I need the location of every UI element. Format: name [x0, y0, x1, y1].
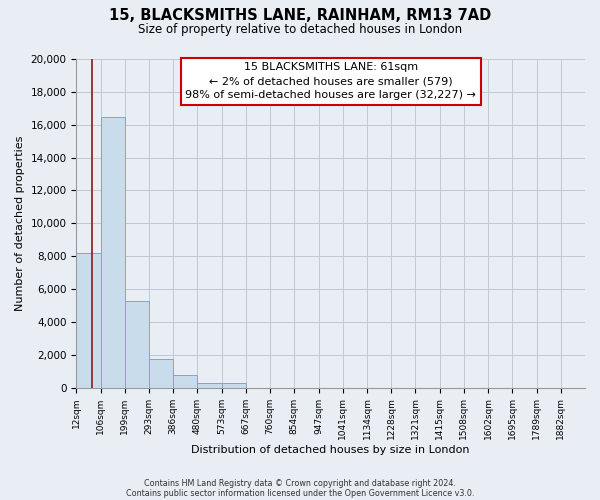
Text: Contains public sector information licensed under the Open Government Licence v3: Contains public sector information licen… — [126, 488, 474, 498]
Bar — [125, 300, 149, 388]
Text: 15 BLACKSMITHS LANE: 61sqm
← 2% of detached houses are smaller (579)
98% of semi: 15 BLACKSMITHS LANE: 61sqm ← 2% of detac… — [185, 62, 476, 100]
Text: Contains HM Land Registry data © Crown copyright and database right 2024.: Contains HM Land Registry data © Crown c… — [144, 478, 456, 488]
Text: 15, BLACKSMITHS LANE, RAINHAM, RM13 7AD: 15, BLACKSMITHS LANE, RAINHAM, RM13 7AD — [109, 8, 491, 22]
Bar — [76, 253, 101, 388]
Y-axis label: Number of detached properties: Number of detached properties — [15, 136, 25, 311]
Bar — [173, 375, 197, 388]
Bar — [101, 116, 125, 388]
X-axis label: Distribution of detached houses by size in London: Distribution of detached houses by size … — [191, 445, 470, 455]
Text: Size of property relative to detached houses in London: Size of property relative to detached ho… — [138, 22, 462, 36]
Bar — [197, 382, 222, 388]
Bar — [222, 384, 246, 388]
Bar — [149, 359, 173, 388]
